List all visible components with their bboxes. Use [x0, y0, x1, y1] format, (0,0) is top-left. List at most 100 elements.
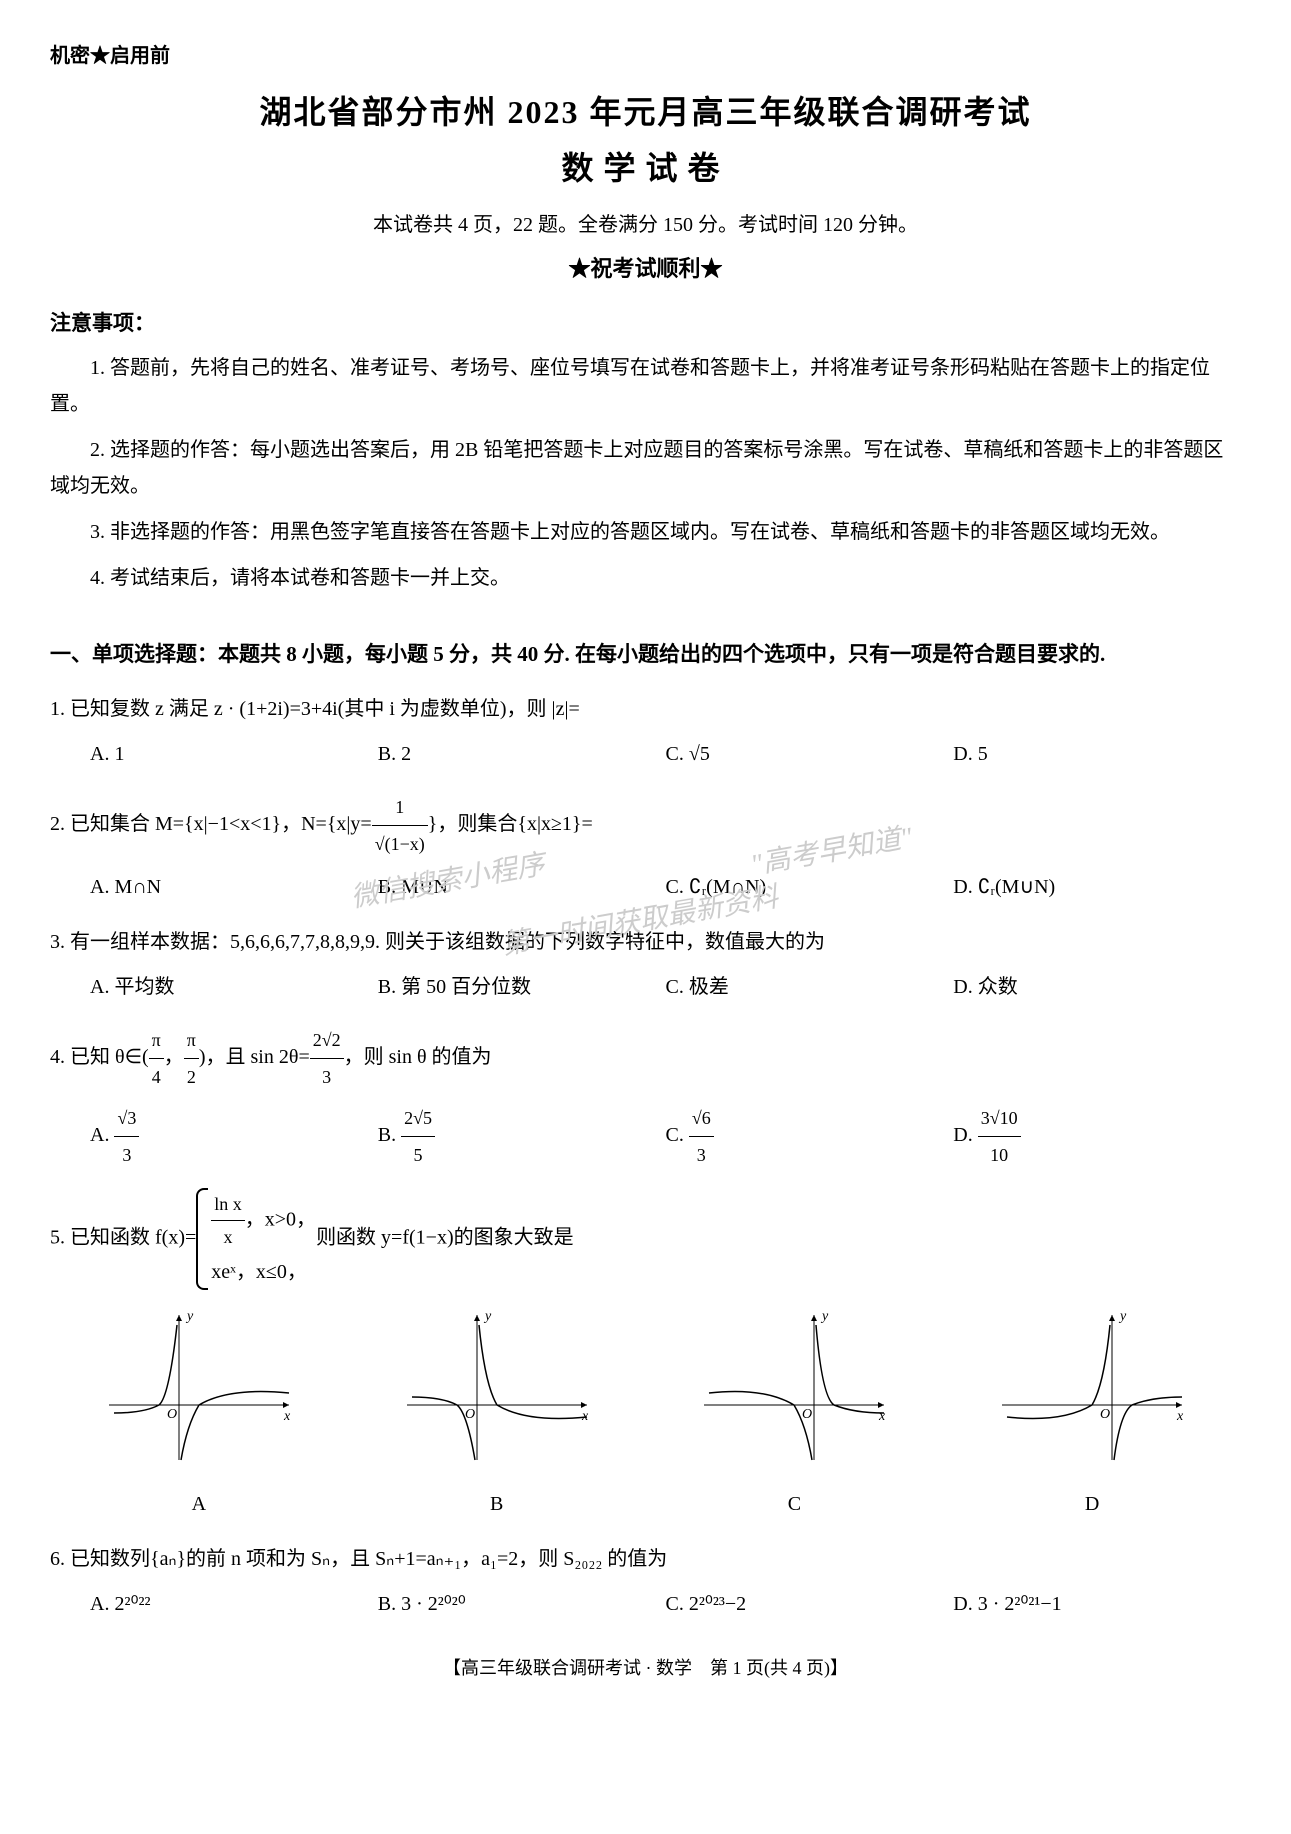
- q5-p2: xeˣ: [211, 1261, 236, 1283]
- q4-mid: )，且 sin 2θ=: [199, 1046, 310, 1068]
- q5-text: 5. 已知函数 f(x)=ln xx，x>0，xeˣ，x≤0，则函数 y=f(1…: [50, 1188, 1241, 1290]
- svg-text:O: O: [167, 1407, 177, 1422]
- q1-option-a: A. 1: [90, 734, 378, 774]
- graph-a-container: O x y A: [99, 1305, 299, 1524]
- q6-option-d: D. 3 · 2²⁰²¹−1: [953, 1584, 1241, 1624]
- notice-title: 注意事项：: [50, 307, 1241, 341]
- question-4: 4. 已知 θ∈(π4，π2)，且 sin 2θ=2√23，则 sin θ 的值…: [50, 1022, 1241, 1173]
- q5-p1-cond: ，x>0，: [245, 1208, 316, 1230]
- q2-prefix: 2. 已知集合 M={x|−1<x<1}，N={x|y=: [50, 813, 372, 835]
- q3-option-a: A. 平均数: [90, 967, 378, 1007]
- q4-option-a: A. √33: [90, 1100, 378, 1173]
- q4c-num: √6: [689, 1100, 714, 1137]
- graph-a: O x y: [99, 1305, 299, 1465]
- svg-text:y: y: [483, 1309, 492, 1324]
- q4-option-d: D. 3√1010: [953, 1100, 1241, 1173]
- q3-option-c: C. 极差: [666, 967, 954, 1007]
- q3-option-b: B. 第 50 百分位数: [378, 967, 666, 1007]
- footer: 【高三年级联合调研考试 · 数学 第 1 页(共 4 页)】: [50, 1654, 1241, 1683]
- notice-item-1: 1. 答题前，先将自己的姓名、准考证号、考场号、座位号填写在试卷和答题卡上，并将…: [50, 350, 1241, 422]
- q4c-den: 3: [689, 1137, 714, 1173]
- q1-option-b: B. 2: [378, 734, 666, 774]
- q4-range-high: π2: [184, 1022, 199, 1095]
- graph-c-label: C: [694, 1484, 894, 1524]
- q1-option-c: C. √5: [666, 734, 954, 774]
- q5-p1-den: x: [211, 1221, 245, 1253]
- graph-d-container: O x y D: [992, 1305, 1192, 1524]
- svg-text:O: O: [465, 1407, 475, 1422]
- q4-options: A. √33 B. 2√55 C. √63 D. 3√1010: [90, 1100, 1241, 1173]
- main-title: 湖北省部分市州 2023 年元月高三年级联合调研考试: [50, 87, 1241, 138]
- graph-a-label: A: [99, 1484, 299, 1524]
- q4-rh-den: 2: [184, 1059, 199, 1095]
- svg-text:O: O: [1100, 1407, 1110, 1422]
- q4-suffix: ，则 sin θ 的值为: [344, 1046, 492, 1068]
- graph-d: O x y: [992, 1305, 1192, 1465]
- q3-options: A. 平均数 B. 第 50 百分位数 C. 极差 D. 众数: [90, 967, 1241, 1007]
- svg-text:O: O: [802, 1407, 812, 1422]
- notice-item-4: 4. 考试结束后，请将本试卷和答题卡一并上交。: [50, 560, 1241, 596]
- q4-val-den: 3: [310, 1059, 344, 1095]
- svg-text:y: y: [820, 1309, 829, 1324]
- q1-option-d: D. 5: [953, 734, 1241, 774]
- q4-prefix: 4. 已知 θ∈(: [50, 1046, 149, 1068]
- q2-option-b: B. M∪N: [378, 867, 666, 907]
- q2-frac-num: 1: [372, 789, 428, 826]
- q6-option-c: C. 2²⁰²³−2: [666, 1584, 954, 1624]
- q4-text: 4. 已知 θ∈(π4，π2)，且 sin 2θ=2√23，则 sin θ 的值…: [50, 1022, 1241, 1095]
- q4-val-num: 2√2: [310, 1022, 344, 1059]
- question-1: 1. 已知复数 z 满足 z · (1+2i)=3+4i(其中 i 为虚数单位)…: [50, 689, 1241, 774]
- q5-prefix: 5. 已知函数 f(x)=: [50, 1226, 196, 1248]
- svg-text:y: y: [1118, 1309, 1127, 1324]
- section-1-title: 一、单项选择题：本题共 8 小题，每小题 5 分，共 40 分. 在每小题给出的…: [50, 636, 1241, 674]
- q4-val: 2√23: [310, 1022, 344, 1095]
- question-6: 6. 已知数列{aₙ}的前 n 项和为 Sₙ，且 Sₙ+1=aₙ₊₁，a₁=2，…: [50, 1539, 1241, 1624]
- svg-text:x: x: [878, 1409, 886, 1424]
- notice-item-3: 3. 非选择题的作答：用黑色签字笔直接答在答题卡上对应的答题区域内。写在试卷、草…: [50, 514, 1241, 550]
- q1-options: A. 1 B. 2 C. √5 D. 5: [90, 734, 1241, 774]
- q4a-num: √3: [114, 1100, 139, 1137]
- graph-b-container: O x y B: [397, 1305, 597, 1524]
- q1-text: 1. 已知复数 z 满足 z · (1+2i)=3+4i(其中 i 为虚数单位)…: [50, 689, 1241, 729]
- question-3: 3. 有一组样本数据：5,6,6,6,7,7,8,8,9,9. 则关于该组数据的…: [50, 922, 1241, 1007]
- q6-option-b: B. 3 · 2²⁰²⁰: [378, 1584, 666, 1624]
- q6-text: 6. 已知数列{aₙ}的前 n 项和为 Sₙ，且 Sₙ+1=aₙ₊₁，a₁=2，…: [50, 1539, 1241, 1579]
- q2-frac: 1√(1−x): [372, 789, 428, 862]
- question-2: 2. 已知集合 M={x|−1<x<1}，N={x|y=1√(1−x)}，则集合…: [50, 789, 1241, 907]
- q2-options: A. M∩N B. M∪N C. ∁ᵣ(M∩N) D. ∁ᵣ(M∪N): [90, 867, 1241, 907]
- q4-rl-den: 4: [149, 1059, 164, 1095]
- graph-d-label: D: [992, 1484, 1192, 1524]
- question-5: 5. 已知函数 f(x)=ln xx，x>0，xeˣ，x≤0，则函数 y=f(1…: [50, 1188, 1241, 1524]
- svg-text:y: y: [185, 1309, 194, 1324]
- q5-suffix: 则函数 y=f(1−x)的图象大致是: [316, 1226, 574, 1248]
- header-secret: 机密★启用前: [50, 40, 1241, 72]
- q3-text: 3. 有一组样本数据：5,6,6,6,7,7,8,8,9,9. 则关于该组数据的…: [50, 922, 1241, 962]
- q2-suffix: }，则集合{x|x≥1}=: [428, 813, 593, 835]
- q6-options: A. 2²⁰²² B. 3 · 2²⁰²⁰ C. 2²⁰²³−2 D. 3 · …: [90, 1584, 1241, 1624]
- q5-graphs: O x y A O x y B: [50, 1305, 1241, 1524]
- q2-option-d: D. ∁ᵣ(M∪N): [953, 867, 1241, 907]
- notice-item-2: 2. 选择题的作答：每小题选出答案后，用 2B 铅笔把答题卡上对应题目的答案标号…: [50, 432, 1241, 504]
- graph-b: O x y: [397, 1305, 597, 1465]
- svg-text:x: x: [283, 1409, 291, 1424]
- q5-p1-num: ln x: [211, 1188, 245, 1221]
- q4-option-c: C. √63: [666, 1100, 954, 1173]
- q2-option-a: A. M∩N: [90, 867, 378, 907]
- graph-b-label: B: [397, 1484, 597, 1524]
- graph-c: O x y: [694, 1305, 894, 1465]
- graph-c-container: O x y C: [694, 1305, 894, 1524]
- q4b-den: 5: [401, 1137, 435, 1173]
- q4d-den: 10: [978, 1137, 1021, 1173]
- q2-frac-den: √(1−x): [372, 826, 428, 862]
- q4-range-low: π4: [149, 1022, 164, 1095]
- exam-info: 本试卷共 4 页，22 题。全卷满分 150 分。考试时间 120 分钟。: [50, 209, 1241, 241]
- q4b-num: 2√5: [401, 1100, 435, 1137]
- q4-rh-num: π: [184, 1022, 199, 1059]
- q4d-num: 3√10: [978, 1100, 1021, 1137]
- q2-text: 2. 已知集合 M={x|−1<x<1}，N={x|y=1√(1−x)}，则集合…: [50, 789, 1241, 862]
- q4a-den: 3: [114, 1137, 139, 1173]
- good-luck: ★祝考试顺利★: [50, 251, 1241, 286]
- svg-text:x: x: [1176, 1409, 1184, 1424]
- q6-option-a: A. 2²⁰²²: [90, 1584, 378, 1624]
- q3-option-d: D. 众数: [953, 967, 1241, 1007]
